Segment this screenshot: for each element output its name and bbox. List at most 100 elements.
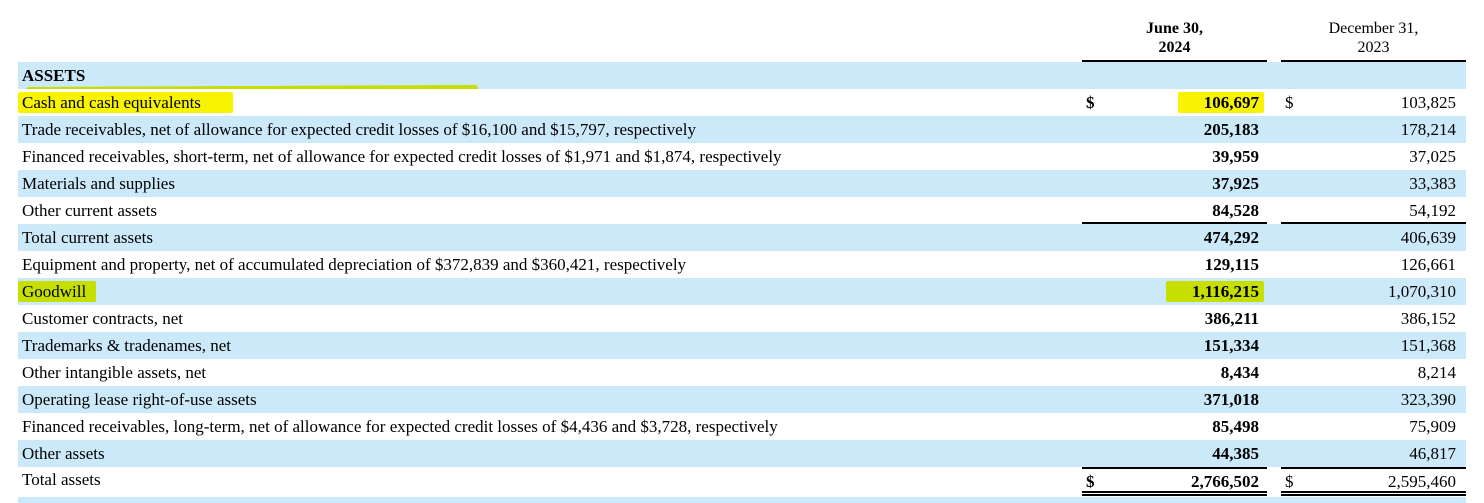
- column-gap: [1267, 305, 1281, 332]
- value-2024: 85,498: [1212, 417, 1259, 436]
- value-cell-2024: 44,385: [1082, 440, 1267, 467]
- row-label: Other intangible assets, net: [22, 363, 207, 382]
- dollar-sign-2023: $: [1285, 93, 1294, 112]
- column-header-2024-line1: June 30,: [1146, 20, 1203, 37]
- row-label: Trade receivables, net of allowance for …: [22, 120, 696, 139]
- value-2024: 106,697: [1177, 89, 1267, 116]
- column-header-2024: June 30, 2024: [1082, 19, 1267, 62]
- table-row: Cash and cash equivalents $ 106,697 $ 10…: [18, 89, 1466, 116]
- row-label: Trademarks & tradenames, net: [22, 336, 231, 355]
- value-2024: 8,434: [1220, 363, 1259, 382]
- table-row: Total current assets 474,292 406,639: [18, 224, 1466, 251]
- dollar-sign-2023: [1281, 224, 1285, 251]
- column-gap: [1267, 143, 1281, 170]
- row-label: Other assets: [22, 444, 105, 463]
- row-label: Customer contracts, net: [22, 309, 183, 328]
- column-header-2023: December 31, 2023: [1281, 19, 1466, 62]
- dollar-sign-2023: [1281, 170, 1285, 197]
- value-cell-2024: 474,292: [1082, 224, 1267, 251]
- table-row: Other intangible assets, net 8,434 8,214: [18, 359, 1466, 386]
- row-label: Cash and cash equivalents: [18, 89, 1082, 116]
- value-2024: 84,528: [1212, 201, 1259, 220]
- value-cell-2024: [1082, 62, 1267, 89]
- row-label: Equipment and property, net of accumulat…: [22, 255, 687, 274]
- row-label: ASSETS: [18, 62, 1082, 89]
- value-cell-2023: 54,192: [1281, 197, 1466, 224]
- balance-sheet-table: June 30, 2024 December 31, 2023 ASSETS C…: [18, 0, 1466, 503]
- column-gap: [1267, 197, 1281, 224]
- value-2024: 474,292: [1203, 228, 1259, 247]
- value-cell-2024: 371,018: [1082, 386, 1267, 413]
- value-2024: 129,115: [1204, 255, 1259, 274]
- row-label: Financed receivables, short-term, net of…: [22, 147, 782, 166]
- row-label: Financed receivables, long-term, net of …: [22, 417, 778, 436]
- dollar-sign-2024: [1082, 440, 1086, 467]
- column-gap: [1267, 170, 1281, 197]
- table-row: ASSETS: [18, 62, 1466, 89]
- column-gap: [1267, 251, 1281, 278]
- value-cell-2023: 151,368: [1281, 332, 1466, 359]
- column-header-2023-line1: December 31,: [1328, 20, 1419, 37]
- value-2024: 44,385: [1212, 444, 1259, 463]
- value-2023: 54,192: [1409, 201, 1456, 220]
- table-row: Customer contracts, net 386,211 386,152: [18, 305, 1466, 332]
- row-label: Other current assets: [22, 201, 158, 220]
- table-row: Total assets $ 2,766,502 $ 2,595,460: [18, 467, 1466, 496]
- row-label: Total assets: [22, 470, 101, 489]
- column-gap: [1267, 89, 1281, 116]
- row-label: Goodwill: [18, 278, 1082, 305]
- value-2023: 178,214: [1400, 120, 1456, 139]
- value-2024: 39,959: [1212, 147, 1259, 166]
- table-row: Financed receivables, long-term, net of …: [18, 413, 1466, 440]
- value-cell-2023: 126,661: [1281, 251, 1466, 278]
- value-cell-2024: 129,115: [1082, 251, 1267, 278]
- table-row: Goodwill 1,116,215 1,070,310: [18, 278, 1466, 305]
- value-cell-2023: 406,639: [1281, 224, 1466, 251]
- dollar-sign-2023: [1281, 116, 1285, 143]
- table-row: Equipment and property, net of accumulat…: [18, 251, 1466, 278]
- value-2023: [1456, 62, 1466, 89]
- table-row: Trade receivables, net of allowance for …: [18, 116, 1466, 143]
- highlight-mark: Goodwill: [18, 281, 97, 302]
- value-2024: 2,766,502: [1191, 472, 1259, 491]
- value-2023: 151,368: [1400, 336, 1456, 355]
- dollar-sign-2023: [1281, 386, 1285, 413]
- column-gap: [1267, 332, 1281, 359]
- value-cell-2024: 1,116,215: [1082, 278, 1267, 305]
- dollar-sign-2024: [1082, 359, 1086, 386]
- value-cell-2024: 205,183: [1082, 116, 1267, 143]
- highlight-mark: Cash and cash equivalents: [18, 92, 233, 113]
- value-cell-2023: 178,214: [1281, 116, 1466, 143]
- value-cell-2024: $ 2,766,502: [1082, 467, 1267, 496]
- value-2023: 33,383: [1409, 174, 1456, 193]
- value-2023: 103,825: [1400, 93, 1456, 112]
- value-cell-2023: $ 2,595,460: [1281, 467, 1466, 496]
- value-2023: 323,390: [1400, 390, 1456, 409]
- column-header-2023-line2: 2023: [1357, 39, 1390, 56]
- value-2024: 151,334: [1203, 336, 1259, 355]
- dollar-sign-2023: [1281, 440, 1285, 467]
- dollar-sign-2023: [1281, 143, 1285, 170]
- value-cell-2024: 85,498: [1082, 413, 1267, 440]
- value-cell-2023: 33,383: [1281, 170, 1466, 197]
- table-header-row: June 30, 2024 December 31, 2023: [18, 0, 1466, 62]
- highlight-mark: 1,116,215: [1165, 281, 1264, 302]
- column-header-2024-line2: 2024: [1158, 39, 1191, 56]
- dollar-sign-2024: [1082, 413, 1086, 440]
- dollar-sign-2023: [1281, 62, 1285, 89]
- value-2023: 2,595,460: [1388, 472, 1456, 491]
- dollar-sign-2024: [1082, 224, 1086, 251]
- dollar-sign-2023: [1281, 305, 1285, 332]
- value-2024: 386,211: [1204, 309, 1259, 328]
- row-label: Total current assets: [22, 228, 153, 247]
- value-cell-2024: 386,211: [1082, 305, 1267, 332]
- value-2024: 1,116,215: [1165, 278, 1267, 305]
- highlight-mark: 106,697: [1177, 92, 1264, 113]
- row-label: Materials and supplies: [22, 174, 175, 193]
- dollar-sign-2023: [1281, 197, 1285, 222]
- value-2024: [1259, 62, 1267, 89]
- value-2023: 8,214: [1417, 363, 1456, 382]
- dollar-sign-2024: [1082, 143, 1086, 170]
- table-row: Trademarks & tradenames, net 151,334 151…: [18, 332, 1466, 359]
- table-row: Other assets 44,385 46,817: [18, 440, 1466, 467]
